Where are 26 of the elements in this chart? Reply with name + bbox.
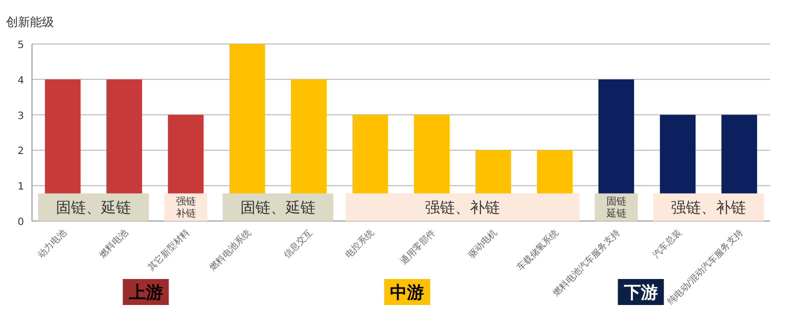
x-tick-label: 驱动电机 <box>466 227 500 261</box>
x-tick-label: 信息交互 <box>282 227 315 261</box>
y-tick-label: 5 <box>18 40 24 51</box>
x-tick-label: 电控系统 <box>343 227 376 261</box>
annotation: 强链、补链 <box>671 198 746 216</box>
text: 中游 <box>390 283 424 303</box>
annotation: 强链、补链 <box>425 198 500 216</box>
y-tick-label: 3 <box>18 110 24 122</box>
y-tick-label: 0 <box>18 217 24 228</box>
y-tick-label: 4 <box>18 75 24 86</box>
y-tick-label: 1 <box>18 182 24 193</box>
annotation: 固链延链 <box>605 196 626 220</box>
x-tick-label: 汽车总装 <box>650 227 684 261</box>
x-tick-label: 车载储氢系统 <box>514 227 561 274</box>
annotation: 固链、延链 <box>240 198 316 216</box>
annotation: 强链补链 <box>176 196 196 220</box>
y-tick-label: 2 <box>18 146 24 158</box>
x-tick-label: 燃料电池 <box>97 227 130 261</box>
x-tick-label: 动力电池 <box>36 227 69 261</box>
x-tick-label: 燃料电池系统 <box>207 227 254 274</box>
x-tick-label: 通用零部件 <box>398 227 438 267</box>
annotation: 固链、延链 <box>56 198 131 216</box>
text: 下游 <box>622 283 658 303</box>
x-tick-label: 其它新型材料 <box>146 227 192 274</box>
text: 上游 <box>128 283 163 303</box>
y-axis-title: 创新能级 <box>6 15 54 29</box>
